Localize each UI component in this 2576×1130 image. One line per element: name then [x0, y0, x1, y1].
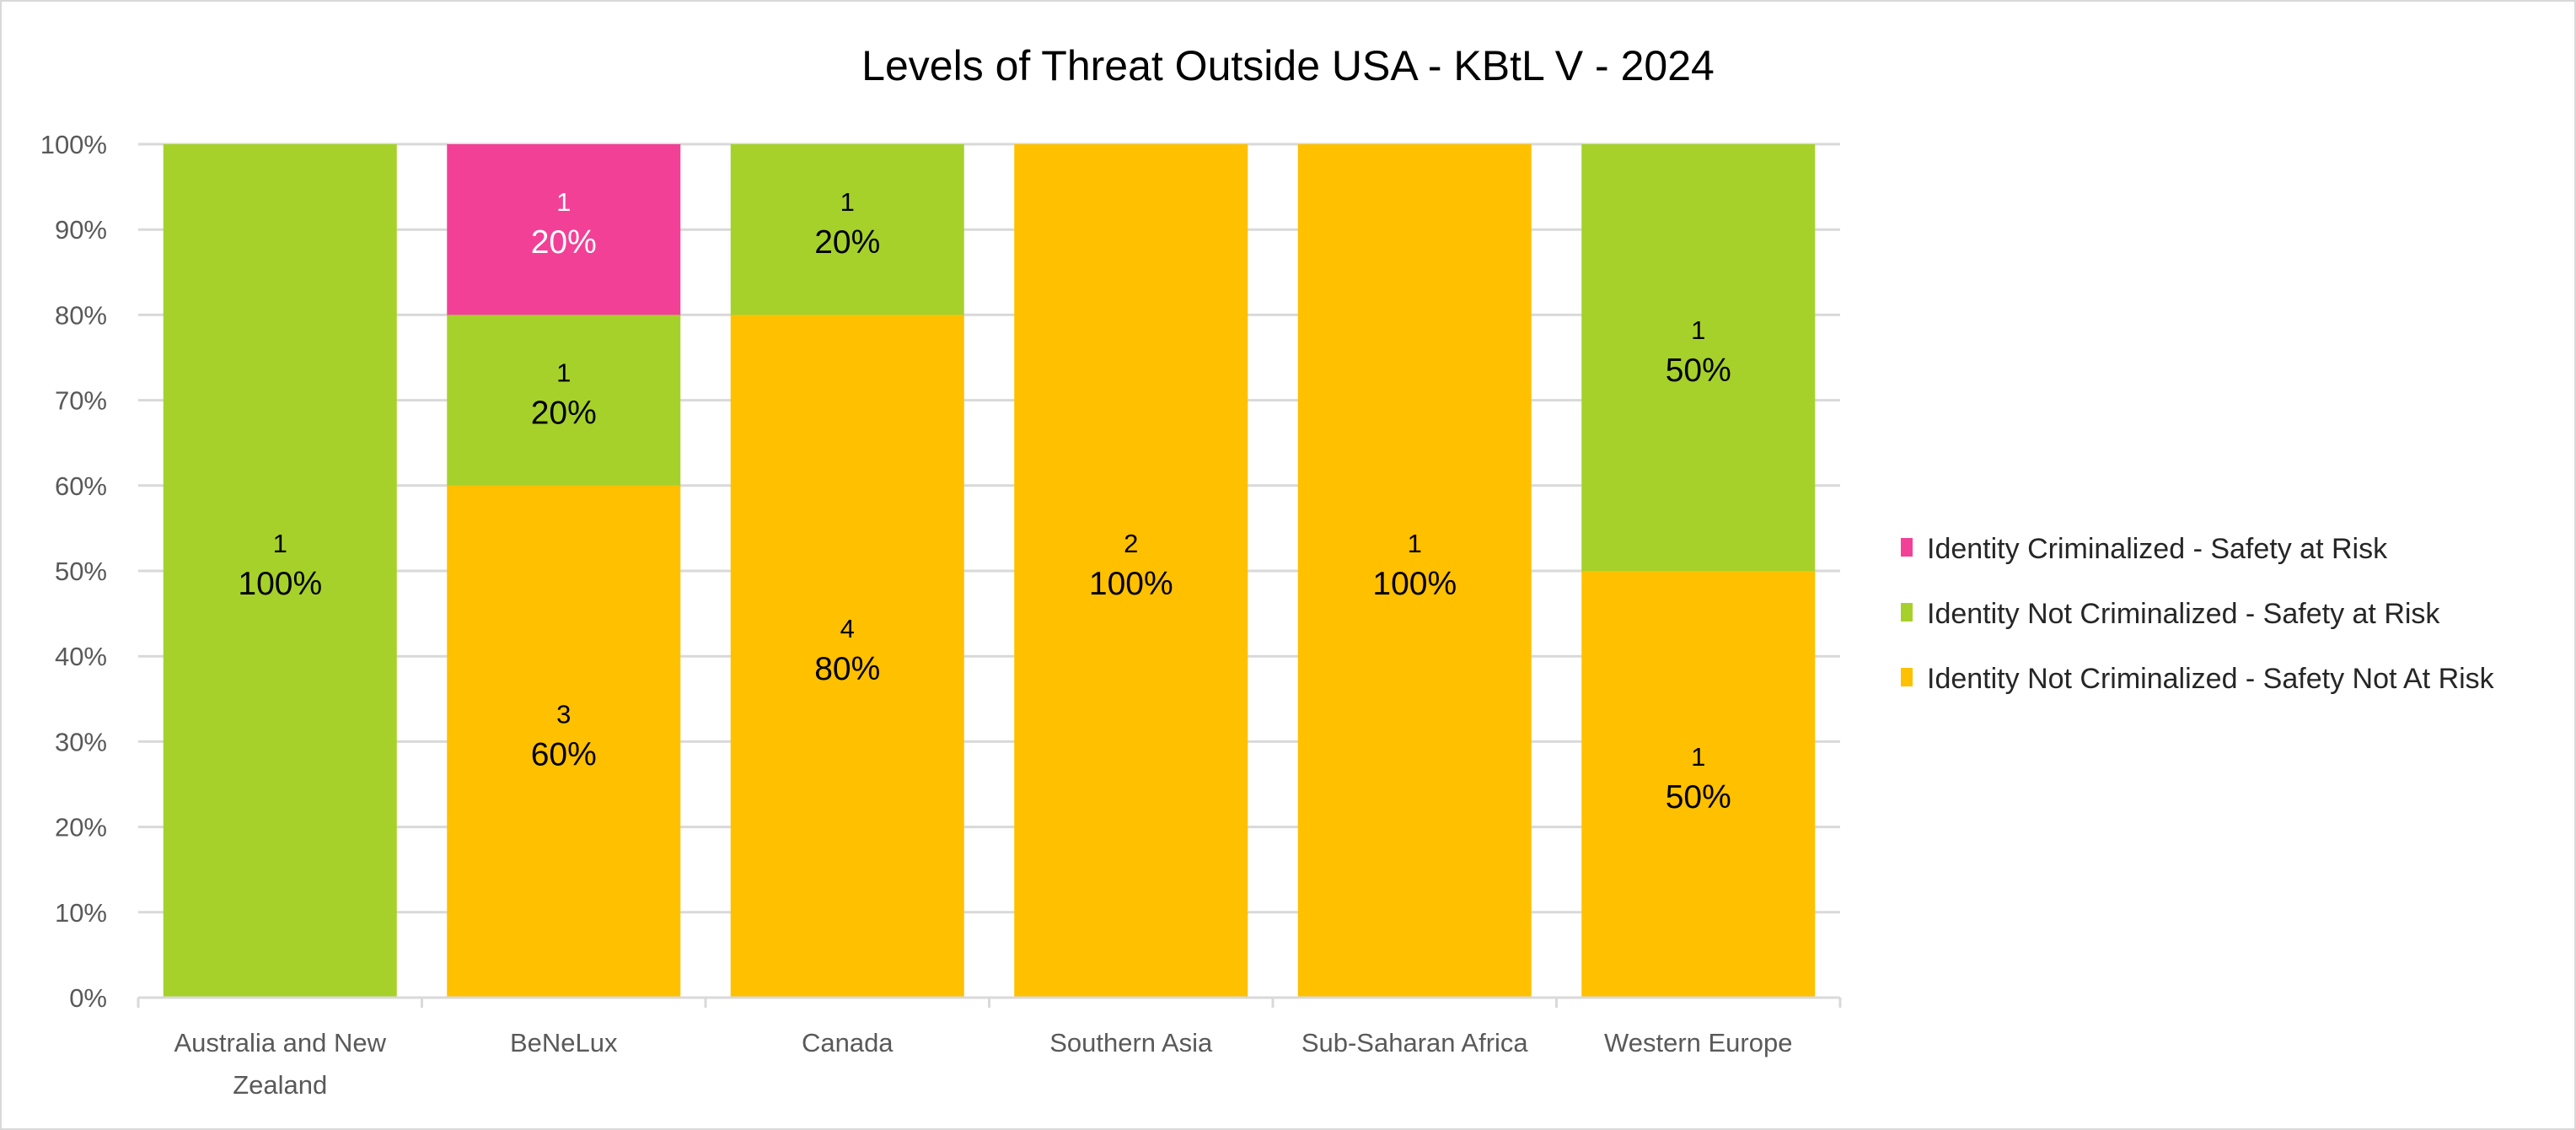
- data-label-percent: 100%: [238, 566, 322, 602]
- data-label-count: 3: [556, 699, 571, 729]
- legend-item: Identity Criminalized - Safety at Risk: [1901, 533, 2388, 565]
- data-label-percent: 20%: [531, 224, 597, 261]
- legend-item: Identity Not Criminalized - Safety Not A…: [1901, 663, 2495, 695]
- legend-swatch: [1901, 538, 1913, 557]
- x-category-label: Western Europe: [1604, 1028, 1792, 1057]
- bar-segment: [1014, 144, 1248, 998]
- y-tick-label: 90%: [55, 215, 107, 245]
- legend-swatch: [1901, 603, 1913, 622]
- y-tick-label: 70%: [55, 386, 107, 416]
- y-tick-label: 10%: [55, 898, 107, 928]
- bar-segment: [447, 144, 681, 315]
- legend-label: Identity Not Criminalized - Safety at Ri…: [1927, 598, 2440, 630]
- y-tick-label: 20%: [55, 813, 107, 842]
- x-category-label: BeNeLux: [510, 1028, 618, 1057]
- bar-segment: [730, 144, 964, 315]
- y-tick-label: 80%: [55, 300, 107, 330]
- y-tick-label: 60%: [55, 471, 107, 501]
- data-label-percent: 100%: [1089, 566, 1173, 602]
- data-label-percent: 20%: [531, 396, 597, 432]
- x-category-label: Southern Asia: [1049, 1028, 1213, 1057]
- x-axis: Australia and New Zealand BeNeLux Canada Sou…: [137, 996, 1842, 1100]
- bar-segment: [730, 315, 964, 998]
- bar-segment: [1581, 571, 1816, 998]
- y-tick-label: 40%: [55, 642, 107, 671]
- legend: Identity Criminalized - Safety at Risk Id…: [1901, 533, 2495, 695]
- data-label-count: 1: [840, 187, 855, 217]
- y-tick-label: 30%: [55, 727, 107, 756]
- legend-label: Identity Not Criminalized - Safety Not A…: [1927, 663, 2495, 695]
- data-label-count: 1: [1691, 315, 1705, 345]
- data-label-percent: 50%: [1666, 779, 1731, 815]
- data-label-count: 1: [556, 187, 571, 217]
- bar-segment: [447, 315, 681, 486]
- data-label-percent: 60%: [531, 736, 597, 772]
- data-label-count: 1: [1691, 742, 1705, 772]
- data-label-percent: 20%: [814, 224, 880, 261]
- legend-item: Identity Not Criminalized - Safety at Ri…: [1901, 598, 2440, 630]
- y-axis: 0% 10% 20% 30% 40% 50% 60% 70% 80% 90% 100%: [40, 130, 107, 1013]
- bars: 1 100% 3 60% 1 20% 1 20% 4 80% 1 20% 2 100% 1 100% 1 50% 1…: [163, 144, 1816, 998]
- data-label-percent: 50%: [1666, 352, 1731, 389]
- chart-title: Levels of Threat Outside USA - KBtL V - …: [861, 42, 1715, 89]
- bar-segment: [1581, 144, 1816, 571]
- data-label-count: 4: [840, 614, 855, 643]
- data-label-count: 2: [1124, 529, 1138, 558]
- data-label-percent: 100%: [1372, 566, 1457, 602]
- bar-segment: [1297, 144, 1532, 998]
- x-category-label: Canada: [802, 1028, 894, 1057]
- x-category-label: Sub-Saharan Africa: [1301, 1028, 1529, 1057]
- legend-swatch: [1901, 668, 1913, 686]
- data-label-count: 1: [1408, 529, 1422, 558]
- bar-segment: [447, 485, 681, 998]
- data-label-count: 1: [273, 529, 287, 558]
- legend-label: Identity Criminalized - Safety at Risk: [1927, 533, 2388, 565]
- y-tick-label: 0%: [69, 983, 107, 1013]
- y-tick-label: 50%: [55, 557, 107, 586]
- data-label-count: 1: [556, 358, 571, 388]
- x-category-label: Australia and New Zealand: [174, 1028, 386, 1100]
- data-label-percent: 80%: [814, 651, 880, 687]
- y-tick-label: 100%: [40, 130, 107, 159]
- bar-segment: [163, 144, 397, 998]
